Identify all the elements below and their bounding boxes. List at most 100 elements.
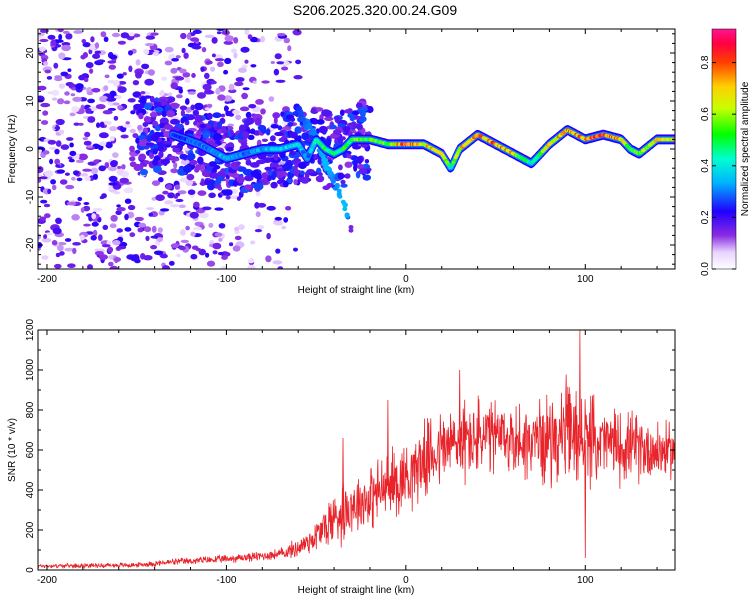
heatmap-blob <box>225 175 230 180</box>
heatmap-blob <box>143 49 150 55</box>
colorbar-tick-label: 0.6 <box>700 107 711 121</box>
heatmap-blob <box>348 228 354 233</box>
heatmap-blob <box>194 102 204 111</box>
heatmap-blob <box>295 106 301 111</box>
heatmap-blob <box>83 223 91 227</box>
x-tick-label: -100 <box>216 274 236 285</box>
heatmap-blob <box>85 107 92 114</box>
heatmap-blob <box>152 159 159 166</box>
heatmap-blob <box>244 184 252 191</box>
heatmap-blob <box>51 89 60 96</box>
snr-y-ticks: 0 200 400 600 800 1000 1200 <box>25 318 675 573</box>
heatmap-blob <box>261 138 268 142</box>
heatmap-blob <box>129 232 136 238</box>
heatmap-blob <box>54 75 62 79</box>
heatmap-blob <box>43 61 49 66</box>
heatmap-blob <box>99 95 109 103</box>
heatmap-blob <box>176 94 183 99</box>
heatmap-blob <box>170 82 178 90</box>
heatmap-blob <box>97 234 103 242</box>
snr-x-ticks: -200 -100 0 100 <box>37 330 658 586</box>
heatmap-blob <box>62 30 70 34</box>
heatmap-blob <box>272 260 283 265</box>
heatmap-blob <box>221 30 230 35</box>
heatmap-blob <box>324 116 334 121</box>
heatmap-blob <box>245 111 252 119</box>
heatmap-blob <box>270 181 278 189</box>
heatmap-blob <box>179 105 188 111</box>
heatmap-blob <box>68 158 75 163</box>
heatmap-blob <box>178 246 186 251</box>
heatmap-blob <box>190 37 200 42</box>
heatmap-blob <box>178 88 183 94</box>
heatmap-blob <box>78 122 84 126</box>
heatmap-blob <box>211 37 218 44</box>
heatmap-blob <box>242 87 250 91</box>
heatmap-blob <box>214 232 223 237</box>
heatmap-blob <box>97 216 102 223</box>
heatmap-blob <box>275 248 281 254</box>
heatmap-blob <box>90 167 99 175</box>
heatmap-blob <box>306 169 315 174</box>
heatmap-blob <box>51 240 58 246</box>
heatmap-blob <box>199 212 209 219</box>
heatmap-blob <box>259 124 264 131</box>
heatmap-blob <box>132 133 139 139</box>
heatmap-blob <box>204 179 210 186</box>
heatmap-blob <box>116 168 124 176</box>
snr-panel: -200 -100 0 100 0 200 400 600 800 1000 1200 Heigh… <box>7 318 676 596</box>
heatmap-blob <box>324 166 330 171</box>
heatmap-blob <box>222 189 233 196</box>
heatmap-blob <box>39 38 49 43</box>
heatmap-blob <box>208 161 217 167</box>
heatmap-blob <box>117 165 122 170</box>
heatmap-blob <box>99 121 105 128</box>
heatmap-blob <box>180 229 186 236</box>
heatmap-blob <box>158 150 164 159</box>
heatmap-blob <box>144 78 155 86</box>
heatmap-blob <box>250 64 257 68</box>
heatmap-blob <box>128 65 133 73</box>
heatmap-blob <box>212 133 223 141</box>
heatmap-blob <box>108 64 117 70</box>
heatmap-blob <box>160 128 166 133</box>
heatmap-blob <box>351 143 359 148</box>
heatmap-blob <box>195 247 202 252</box>
heatmap-blob <box>255 99 264 105</box>
heatmap-blob <box>196 129 202 137</box>
heatmap-blob <box>138 139 148 147</box>
heatmap-blob <box>175 198 184 203</box>
heatmap-blob <box>110 160 118 168</box>
heatmap-blob <box>145 235 150 242</box>
heatmap-blob <box>52 227 62 235</box>
heatmap-blob <box>41 238 52 243</box>
heatmap-blob <box>294 126 303 134</box>
heatmap-blob <box>38 85 47 91</box>
colorbar-tick-label: 0.8 <box>700 55 711 69</box>
heatmap-blob <box>171 58 180 62</box>
heatmap-blob <box>281 225 287 230</box>
heatmap-blob <box>342 206 348 212</box>
heatmap-blob <box>38 148 43 153</box>
heatmap-blob <box>232 109 240 115</box>
heatmap-blob <box>137 227 144 233</box>
heatmap-blob <box>42 110 49 116</box>
x-tick-label: 100 <box>577 274 594 285</box>
heatmap-blob <box>132 80 140 86</box>
heatmap-blob <box>69 112 76 117</box>
heatmap-blob <box>64 91 70 96</box>
heatmap-blob <box>109 223 117 229</box>
heatmap-blob <box>266 205 276 211</box>
heatmap-blob <box>275 79 286 83</box>
heatmap-blob <box>113 115 119 121</box>
heatmap-blob <box>50 39 57 47</box>
heatmap-blob <box>194 164 202 171</box>
heatmap-blob <box>108 182 118 186</box>
heatmap-blob <box>129 254 140 262</box>
heatmap-blob <box>216 31 222 35</box>
heatmap-blob <box>265 255 272 263</box>
heatmap-blob <box>70 93 76 97</box>
heatmap-blob <box>180 239 189 243</box>
heatmap-blob <box>353 164 358 172</box>
